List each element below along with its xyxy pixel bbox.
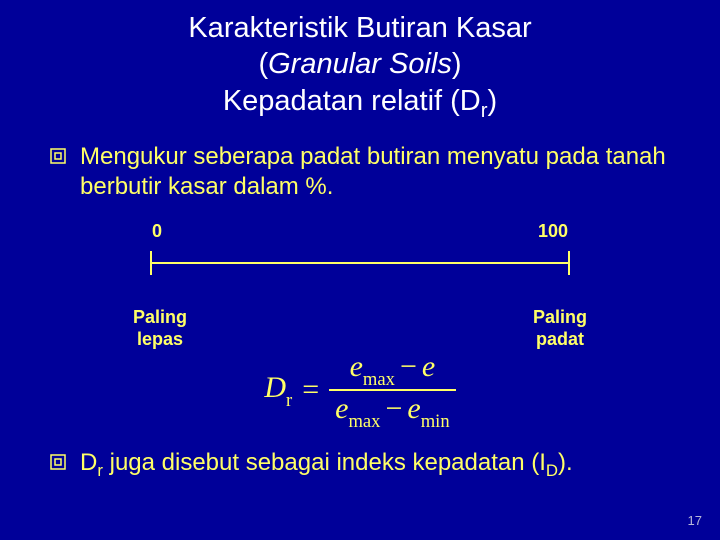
scale-axis [150,251,570,275]
slide-title: Karakteristik Butiran Kasar (Granular So… [0,0,720,142]
formula-D: Dr [264,371,292,410]
caption-densest: Paling padat [510,307,610,350]
title-line-1: Karakteristik Butiran Kasar [0,10,720,46]
bullet-icon [50,148,66,164]
equals-sign: = [302,373,319,407]
bullet-1: Mengukur seberapa padat butiran menyatu … [50,142,670,203]
scale-hline [150,262,570,264]
formula-relative-density: Dr = emax−e emax−emin [50,349,670,432]
caption-loosest: Paling lepas [110,307,210,350]
bullet-1-text: Mengukur seberapa padat butiran menyatu … [80,142,670,203]
formula-fraction: emax−e emax−emin [329,349,456,432]
scale-min-label: 0 [152,221,162,242]
title-line-2: (Granular Soils) [0,46,720,82]
scale-max-label: 100 [538,221,568,242]
formula-denominator: emax−emin [329,391,456,431]
title-line-3: Kepadatan relatif (Dr) [0,83,720,124]
scale-tick-right [568,251,570,275]
bullet-2-text: Dr juga disebut sebagai indeks kepadatan… [80,448,573,481]
page-number: 17 [688,513,702,528]
bullet-2: Dr juga disebut sebagai indeks kepadatan… [50,448,670,481]
density-scale: 0 100 [110,221,610,297]
scale-captions: Paling lepas Paling padat [110,307,610,355]
bullet-icon [50,454,66,470]
formula-numerator: emax−e [344,349,442,389]
